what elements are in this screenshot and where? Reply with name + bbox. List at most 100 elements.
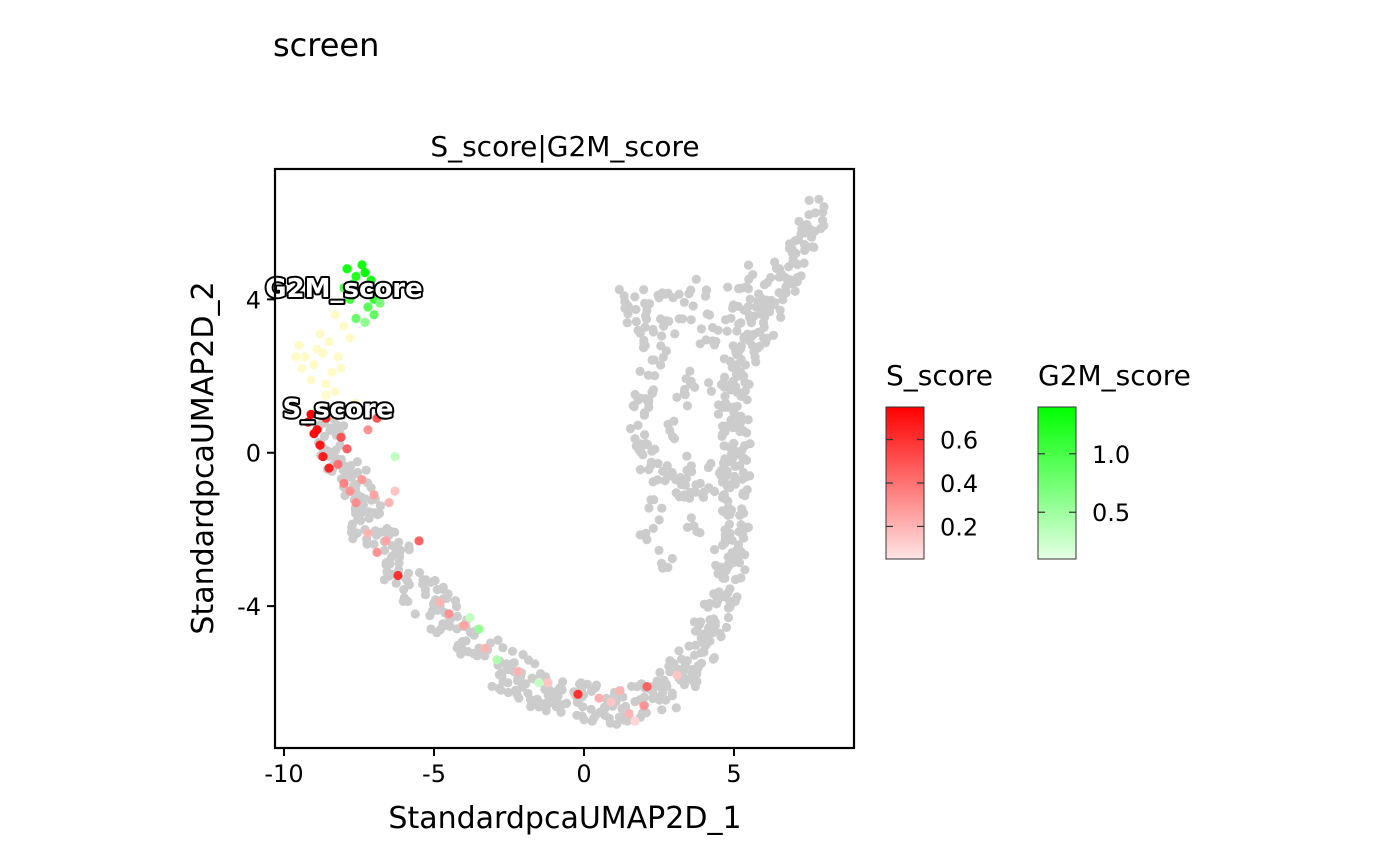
cell-point [656,341,666,351]
cell-point [356,516,366,526]
s-score-point [312,425,322,435]
cell-point [430,575,440,586]
cell-point [587,686,597,697]
s-score-point [594,693,604,703]
cell-point [717,477,728,487]
s-score-point [336,432,346,442]
cell-point [324,336,334,347]
cell-point [631,304,641,315]
cell-point [759,333,769,343]
annotations-layer: G2M_score S_score [263,272,425,427]
cell-point [351,398,361,408]
cell-point [692,676,702,687]
s-score-point [372,547,382,558]
g2m-score-point [369,310,379,320]
cell-point [642,305,652,316]
cell-point [726,385,736,395]
cell-point [493,635,503,645]
cell-point [339,321,349,331]
cell-point [781,282,791,292]
cell-point [671,475,681,485]
cell-point [497,671,507,681]
cell-point [347,519,357,529]
cell-point [738,425,748,435]
cell-point [679,297,689,307]
legend-tick-label: 0.4 [940,470,978,498]
cell-point [691,640,701,650]
cell-point [720,530,730,540]
cell-point [734,284,744,294]
g2m-score-point [360,267,370,278]
cell-point [587,716,597,726]
cell-point [674,646,684,656]
cell-point [635,328,645,338]
cell-point [728,303,738,313]
cell-point [770,298,780,308]
cell-point [744,379,754,389]
x-tick-label: -5 [422,760,446,788]
cell-point [818,215,828,225]
cell-point [748,270,758,280]
cell-point [702,309,712,319]
g2m-score-point [348,279,358,289]
cell-point [385,559,395,569]
cell-point [330,310,340,320]
cell-point [379,545,390,556]
cell-point [648,327,659,337]
cell-point [790,286,800,296]
cell-point [670,329,680,339]
cell-point [369,539,379,549]
cell-point [704,378,714,388]
cell-point [720,573,730,583]
cell-point [647,446,657,456]
legend-title: G2M_score [1038,359,1191,392]
cell-point [704,483,714,493]
cell-point [622,300,632,310]
cell-point [352,457,362,467]
cell-point [600,703,610,713]
cell-point [728,453,738,463]
cell-point [720,538,730,548]
cell-point [720,592,730,602]
cell-point [739,332,749,342]
g2m-score-point [492,655,502,665]
cell-point [775,305,785,315]
cell-point [630,389,640,400]
cell-point [730,574,741,585]
s-score-point [357,406,367,416]
cell-point [619,291,629,301]
cell-point [300,352,310,362]
legend-tick-label: 0.5 [1092,499,1130,527]
cell-point [679,673,689,683]
cell-point [294,340,304,350]
cell-point [751,357,761,367]
cell-point [681,474,691,484]
cell-point [654,545,664,556]
cell-point [321,390,331,400]
cell-point [713,400,724,410]
cell-point [391,548,401,558]
cell-point [472,651,482,661]
cell-point [665,425,675,436]
cell-point [745,294,755,304]
cell-point [548,697,558,708]
cell-point [664,316,674,326]
chart-title: screen [273,26,379,64]
cell-point [667,688,677,698]
cell-point [690,650,700,660]
s-score-point [672,670,682,680]
cell-point [741,455,752,465]
cell-point [648,385,659,395]
cell-point [327,367,337,377]
cell-point [646,495,656,505]
cell-point [630,292,640,302]
cell-point [682,451,692,461]
cell-point [662,461,672,471]
cell-point [733,348,743,358]
s-score-point [381,536,391,546]
cell-point [636,442,646,452]
cell-point [426,624,436,634]
cell-point [642,535,652,545]
x-tick-label: 5 [726,760,741,788]
cell-point [682,522,693,533]
